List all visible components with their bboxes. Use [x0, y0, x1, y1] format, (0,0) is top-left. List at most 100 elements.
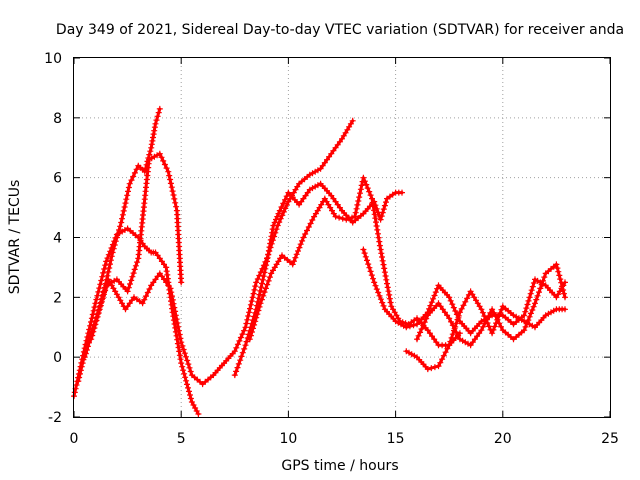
data-point — [91, 325, 98, 331]
data-point — [178, 279, 185, 286]
data-point — [360, 246, 367, 253]
data-point — [260, 292, 267, 299]
x-tick-label: 25 — [601, 431, 619, 447]
data-point — [527, 310, 534, 317]
data-point — [526, 294, 533, 301]
data-point — [244, 316, 251, 323]
data-point — [180, 367, 187, 374]
data-point — [234, 364, 241, 371]
data-point — [483, 316, 490, 323]
data-point — [168, 289, 175, 296]
data-point — [169, 293, 175, 300]
data-point — [372, 282, 379, 289]
data-point — [101, 291, 107, 298]
data-point — [497, 310, 504, 316]
data-point — [169, 188, 176, 195]
series-track-9 — [414, 261, 568, 349]
data-point — [79, 360, 86, 367]
data-point — [489, 330, 496, 337]
x-tick-label: 0 — [70, 431, 79, 447]
data-point — [380, 261, 387, 268]
data-point — [241, 345, 248, 352]
data-point — [134, 259, 141, 266]
data-point — [277, 215, 284, 222]
data-point — [112, 238, 119, 245]
data-point — [384, 284, 391, 291]
data-point — [424, 366, 431, 373]
data-point — [124, 192, 131, 199]
data-point — [369, 195, 375, 202]
data-point — [103, 283, 110, 290]
data-point — [364, 257, 370, 264]
data-point — [521, 312, 528, 319]
data-point — [525, 317, 532, 324]
data-point — [357, 186, 364, 193]
data-point — [529, 283, 536, 290]
data-point — [379, 209, 386, 216]
data-point — [366, 188, 373, 195]
data-point — [171, 195, 178, 202]
data-point — [498, 323, 504, 330]
data-point — [125, 284, 132, 291]
data-point — [364, 185, 371, 192]
data-point — [185, 361, 192, 368]
data-point — [250, 290, 257, 297]
data-point — [98, 298, 105, 305]
data-point — [418, 326, 425, 332]
data-point — [181, 370, 188, 377]
data-point — [358, 182, 365, 189]
data-point — [153, 117, 160, 124]
data-point — [98, 277, 105, 284]
data-point — [160, 157, 167, 164]
data-point — [180, 346, 187, 353]
data-point — [280, 208, 287, 215]
data-point — [257, 287, 264, 294]
data-point — [378, 213, 385, 220]
data-point — [239, 349, 246, 356]
series-track-6 — [246, 174, 463, 349]
data-point — [302, 231, 309, 237]
data-point — [452, 308, 459, 314]
data-point — [462, 298, 469, 305]
data-point — [156, 105, 163, 112]
data-point — [451, 325, 458, 332]
data-point — [121, 204, 128, 210]
chart-title: Day 349 of 2021, Sidereal Day-to-day VTE… — [56, 22, 624, 38]
data-point — [522, 323, 529, 330]
data-point — [146, 151, 153, 158]
data-point — [352, 209, 359, 216]
data-point — [133, 166, 140, 173]
data-point — [375, 234, 382, 241]
data-point — [420, 322, 427, 329]
data-point — [349, 117, 356, 124]
data-point — [379, 299, 386, 306]
data-point — [378, 250, 385, 257]
data-point — [293, 251, 300, 258]
data-point — [174, 320, 181, 326]
data-point — [557, 276, 564, 283]
data-point — [235, 360, 242, 367]
data-point — [172, 312, 179, 319]
data-point — [100, 269, 107, 276]
data-point — [339, 215, 346, 222]
data-point — [256, 303, 263, 310]
data-point — [252, 283, 259, 290]
data-point — [385, 288, 392, 295]
series-track-4 — [88, 117, 356, 388]
data-point — [417, 329, 424, 336]
data-point — [122, 200, 129, 207]
data-point — [271, 219, 278, 226]
x-tick-label: 10 — [279, 431, 297, 447]
data-point — [130, 270, 137, 277]
data-point — [455, 332, 462, 339]
y-tick-label: 2 — [53, 290, 62, 306]
data-point — [357, 190, 363, 197]
data-point — [243, 338, 250, 345]
data-point — [377, 246, 384, 253]
data-point — [117, 223, 124, 230]
data-point — [154, 113, 161, 120]
data-point — [382, 273, 389, 279]
data-point — [379, 257, 386, 264]
data-point — [522, 308, 529, 315]
data-point — [458, 305, 465, 312]
